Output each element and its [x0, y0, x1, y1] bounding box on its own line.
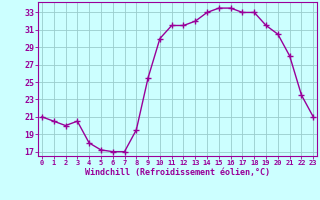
X-axis label: Windchill (Refroidissement éolien,°C): Windchill (Refroidissement éolien,°C)	[85, 168, 270, 177]
